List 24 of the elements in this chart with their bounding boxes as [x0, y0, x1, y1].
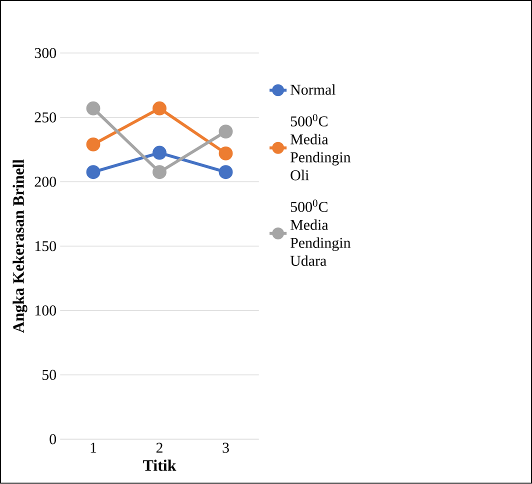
point: [218, 165, 233, 180]
point: [152, 146, 167, 160]
y-tick-label: 250: [34, 112, 56, 123]
legend-label: 500$^{0}$C Media Pendingin Oli: [290, 114, 351, 180]
y-tick-label: 300: [34, 48, 56, 58]
y-tick-label: 50: [42, 370, 56, 380]
x-tick-label: 1: [90, 442, 96, 453]
y-tick-label: 200: [34, 176, 56, 187]
x-tick-label: 2: [156, 442, 162, 453]
point: [86, 165, 100, 180]
y-tick-label: 100: [35, 306, 56, 316]
y-axis-title: Angka Kekerasan Brinell: [12, 160, 28, 334]
point: [152, 102, 167, 116]
point: [86, 102, 100, 116]
legend-label: Normal: [290, 84, 336, 95]
point: [152, 165, 167, 180]
y-tick-label: 0: [50, 434, 56, 444]
point: [86, 138, 100, 152]
legend-label: 500$^{0}$C Media Pendingin Udara: [290, 200, 351, 266]
point: [218, 146, 233, 161]
x-axis-title: Titik: [143, 460, 176, 472]
x-tick-label: 3: [222, 442, 229, 453]
y-tick-label: 150: [35, 241, 56, 252]
point: [218, 124, 233, 139]
